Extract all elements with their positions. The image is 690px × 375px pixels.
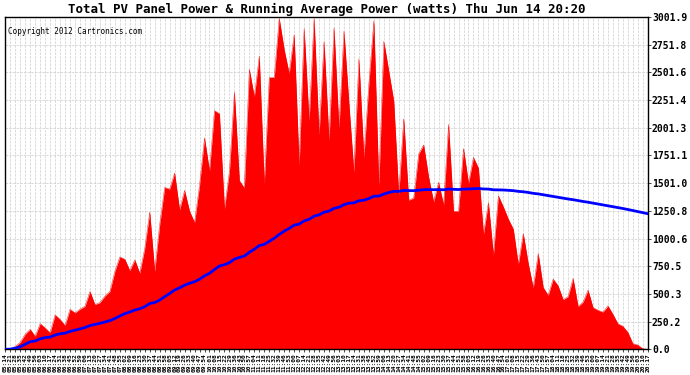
Title: Total PV Panel Power & Running Average Power (watts) Thu Jun 14 20:20: Total PV Panel Power & Running Average P… [68, 3, 585, 16]
Text: Copyright 2012 Cartronics.com: Copyright 2012 Cartronics.com [8, 27, 143, 36]
